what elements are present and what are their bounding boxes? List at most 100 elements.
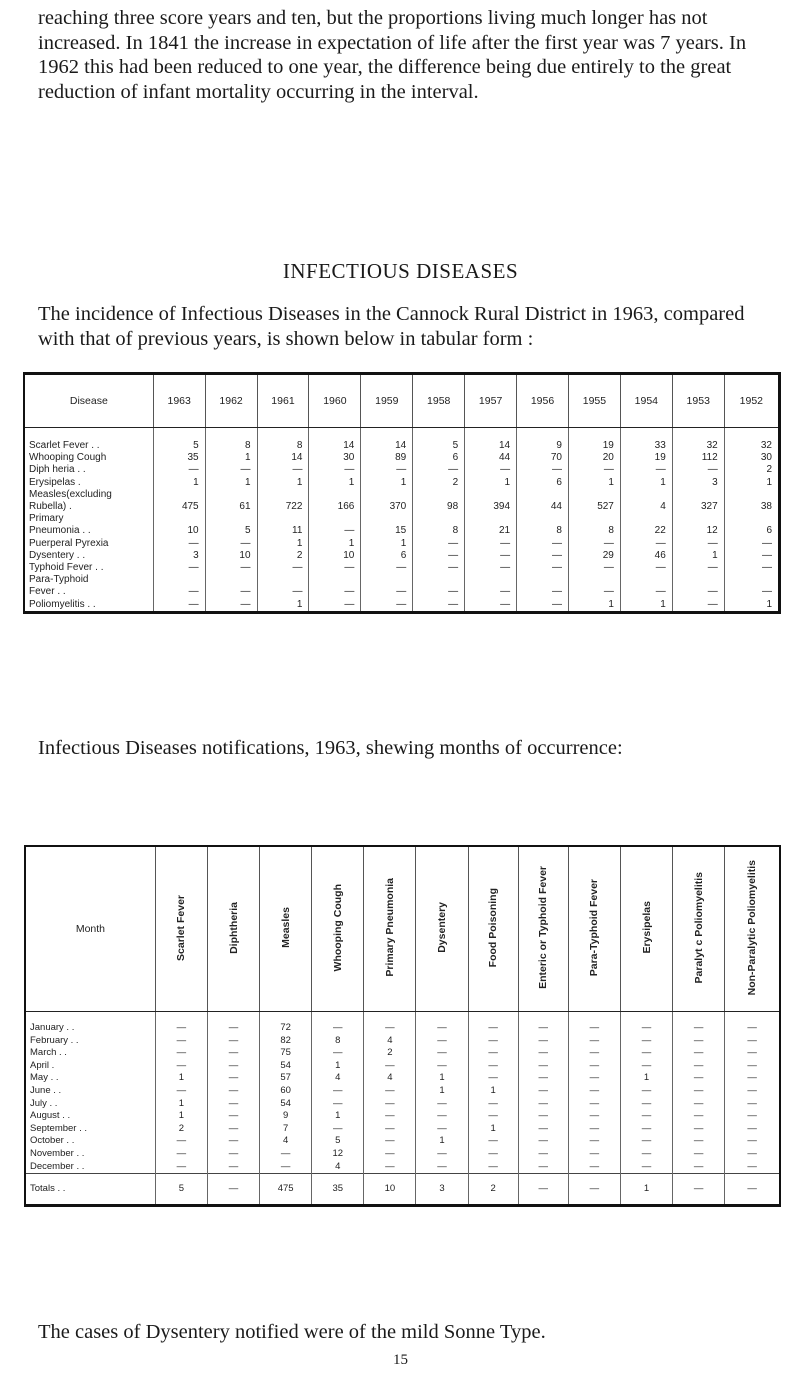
table-cell: 475 [153, 501, 206, 514]
disease-column-header: Enteric or Typhoid Fever [518, 846, 569, 1012]
table-cell: — [672, 598, 725, 613]
table-cell: — [153, 537, 206, 550]
table-cell: — [360, 464, 414, 477]
table-cell: — [724, 1084, 781, 1098]
table-cell: 29 [568, 549, 621, 563]
table-cell [516, 574, 569, 587]
table-row: Poliomyelitis . . — —1— — — — —1 1—1 [24, 598, 781, 613]
table-cell: — [724, 562, 781, 575]
table-cell: 8 [516, 525, 569, 538]
table-cell: — [207, 1059, 261, 1073]
table-cell: — [672, 1110, 726, 1123]
table-row: December . . — — —4— — — — — — — — [25, 1160, 781, 1174]
disease-label: Fever . . [24, 586, 154, 599]
table-cell: — [672, 1147, 726, 1161]
table-cell: 1 [724, 598, 781, 613]
table-cell: — [516, 598, 569, 613]
table-cell: — [308, 586, 362, 599]
month-label: November . . [25, 1147, 156, 1161]
month-column-header: Month [25, 846, 156, 1012]
table-row: July . . 1—54— — — — — — — — — [25, 1097, 781, 1111]
table-cell: 8 [412, 525, 466, 538]
table-cell: — [620, 1110, 674, 1123]
table-cell: — [724, 1059, 781, 1073]
disease-label: Whooping Cough [24, 452, 154, 465]
table-cell: — [360, 598, 414, 613]
table-cell: — [568, 1135, 621, 1148]
table-cell: 70 [516, 452, 569, 465]
month-label: February . . [25, 1034, 156, 1048]
table-cell [568, 574, 621, 587]
table-cell: — [415, 1147, 469, 1161]
table-cell: 3 [153, 549, 206, 563]
table-cell: — [724, 537, 781, 550]
table-cell: — [724, 1011, 781, 1035]
table-cell: — [468, 1097, 519, 1111]
table-cell [516, 488, 569, 502]
table-cell: — [620, 537, 673, 550]
table-cell: 1 [257, 476, 310, 489]
table-cell: — [207, 1072, 261, 1085]
table-cell: — [415, 1097, 469, 1111]
table-cell: — [672, 1084, 726, 1098]
table-cell: — [311, 1097, 365, 1111]
table-cell: — [568, 1011, 621, 1035]
table-cell: 46 [620, 549, 673, 563]
table-cell: — [308, 562, 362, 575]
table-cell: — [468, 1034, 519, 1048]
table-cell: — [363, 1110, 417, 1123]
disease-column-label: Measles [279, 907, 292, 948]
table-cell: 12 [672, 525, 725, 538]
table-cell: 1 [620, 476, 673, 489]
table-cell: — [155, 1135, 208, 1148]
table-cell: — [568, 562, 621, 575]
table-cell: 61 [205, 501, 258, 514]
notifications-header-row: Month Scarlet Fever Diphtheria Measles Whoop… [25, 846, 781, 1012]
table-cell: — [516, 537, 569, 550]
table-cell: — [620, 1011, 674, 1035]
totals-cell: — [724, 1173, 781, 1206]
table-cell: 1 [464, 476, 518, 489]
table-cell: — [620, 1097, 674, 1111]
table-row: March . . — —75—2— — — — — — — [25, 1047, 781, 1060]
disease-column-header: Para-Typhoid Fever [568, 846, 621, 1012]
table-cell: 722 [257, 501, 310, 514]
table-cell: 1 [360, 537, 414, 550]
table-cell: 394 [464, 501, 518, 514]
table-cell: — [516, 464, 569, 477]
disease-label: Para-Typhoid [24, 574, 154, 587]
table-cell: — [568, 1110, 621, 1123]
table-cell: — [672, 1097, 726, 1111]
table-cell: 3 [672, 476, 725, 489]
table-cell: 8 [311, 1034, 365, 1048]
table-cell: — [568, 1047, 621, 1060]
table-cell: 112 [672, 452, 725, 465]
year-column-header: 1954 [620, 373, 673, 428]
table-cell: — [311, 1122, 365, 1136]
table-row: Scarlet Fever . . 5 8 8 14 14 5 14 9 19 33 32 32 [24, 427, 781, 453]
table-cell: 14 [308, 427, 362, 453]
table-cell: — [468, 1072, 519, 1085]
table-cell [257, 574, 310, 587]
table-cell: — [363, 1135, 417, 1148]
disease-column-label: Dysentery [436, 902, 449, 953]
table-cell: 370 [360, 501, 414, 514]
disease-column-label: Non-Paralytic Poliomyelitis [746, 859, 759, 996]
table-cell: 1 [257, 537, 310, 550]
table-cell: — [672, 1047, 726, 1060]
table-cell: 1 [155, 1072, 208, 1085]
table-cell: 2 [257, 549, 310, 563]
table-cell: — [360, 586, 414, 599]
table-cell: — [672, 537, 725, 550]
disease-label: Poliomyelitis . . [24, 598, 154, 613]
table-cell: — [672, 1160, 726, 1174]
table-cell: — [518, 1122, 569, 1136]
table-cell: — [257, 464, 310, 477]
table-row: Typhoid Fever . . — — — — — — — — — — — — [24, 562, 781, 575]
month-label: July . . [25, 1097, 156, 1111]
table-cell: — [468, 1047, 519, 1060]
totals-row: Totals . . 5—475 35 10 3 2— —1— — [25, 1173, 781, 1206]
table-cell: 15 [360, 525, 414, 538]
table-cell [257, 488, 310, 502]
table-cell: — [415, 1047, 469, 1060]
